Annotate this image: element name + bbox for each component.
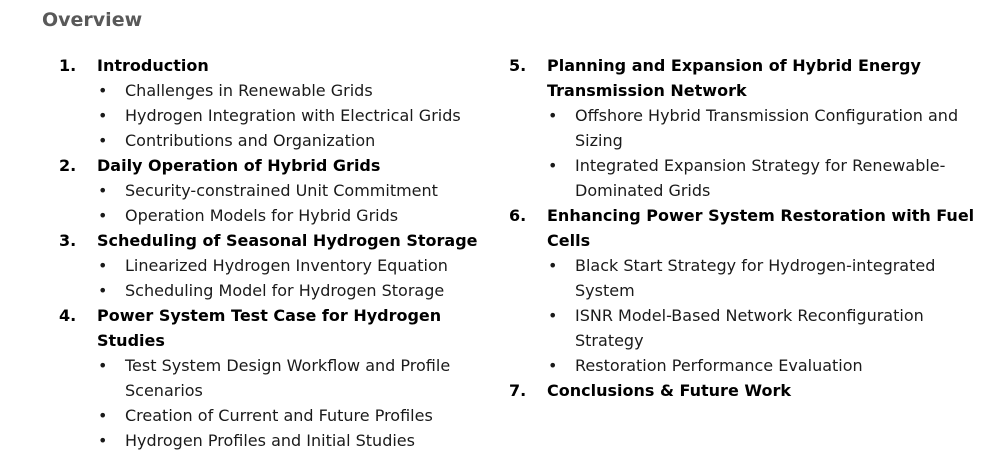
bullet-item: • Operation Models for Hybrid Grids [97, 203, 500, 228]
bullet-text: Offshore Hybrid Transmission Configurati… [575, 106, 959, 150]
bullet-icon: • [98, 131, 108, 150]
bullet-text: Integrated Expansion Strategy for Renewa… [575, 156, 946, 200]
section-planning-expansion: 5. Planning and Expansion of Hybrid Ener… [505, 53, 980, 203]
bullet-item: • Test System Design Workflow and Profile… [97, 353, 500, 403]
bullet-item: • Security-constrained Unit Commitment [97, 178, 500, 203]
section-number: 2. [59, 156, 77, 175]
bullet-item: • Restoration Performance Evaluation [547, 353, 980, 378]
bullet-list: • Offshore Hybrid Transmission Configurat… [547, 103, 980, 203]
bullet-text: Contributions and Organization [125, 131, 376, 150]
bullet-icon: • [98, 106, 108, 125]
bullet-text: Operation Models for Hybrid Grids [125, 206, 399, 225]
section-title: Introduction [97, 56, 209, 75]
bullet-text: Test System Design Workflow and Profile … [125, 356, 451, 400]
section-daily-operation: 2. Daily Operation of Hybrid Grids • Secu… [55, 153, 500, 228]
bullet-item: • Integrated Expansion Strategy for Renew… [547, 153, 980, 203]
bullet-icon: • [548, 356, 558, 375]
bullet-icon: • [98, 81, 108, 100]
bullet-text: Scheduling Model for Hydrogen Storage [125, 281, 445, 300]
bullet-icon: • [98, 256, 108, 275]
bullet-item: • Black Start Strategy for Hydrogen-integ… [547, 253, 980, 303]
bullet-icon: • [548, 156, 558, 175]
section-title: Scheduling of Seasonal Hydrogen Storage [97, 231, 478, 250]
section-number: 4. [59, 306, 77, 325]
bullet-item: • Linearized Hydrogen Inventory Equation [97, 253, 500, 278]
section-title: Power System Test Case for Hydrogen Stud… [97, 306, 442, 350]
bullet-text: Hydrogen Profiles and Initial Studies [125, 431, 415, 450]
bullet-list: • Black Start Strategy for Hydrogen-integ… [547, 253, 980, 378]
bullet-text: Hydrogen Integration with Electrical Gri… [125, 106, 461, 125]
section-conclusions: 7. Conclusions & Future Work [505, 378, 980, 403]
bullet-item: • Creation of Current and Future Profiles [97, 403, 500, 428]
bullet-text: Challenges in Renewable Grids [125, 81, 373, 100]
bullet-text: Linearized Hydrogen Inventory Equation [125, 256, 448, 275]
section-test-case: 4. Power System Test Case for Hydrogen S… [55, 303, 500, 453]
right-column: 5. Planning and Expansion of Hybrid Ener… [505, 53, 980, 403]
section-title: Planning and Expansion of Hybrid Energy … [547, 56, 921, 100]
bullet-icon: • [548, 256, 558, 275]
bullet-text: Restoration Performance Evaluation [575, 356, 863, 375]
bullet-list: • Test System Design Workflow and Profile… [97, 353, 500, 453]
bullet-item: • Challenges in Renewable Grids [97, 78, 500, 103]
bullet-icon: • [98, 431, 108, 450]
section-number: 7. [509, 381, 527, 400]
bullet-item: • Scheduling Model for Hydrogen Storage [97, 278, 500, 303]
slide: Overview 1. Introduction • Challenges in … [42, 9, 980, 450]
bullet-text: Black Start Strategy for Hydrogen-integr… [575, 256, 936, 300]
bullet-list: • Security-constrained Unit Commitment • O… [97, 178, 500, 228]
bullet-icon: • [548, 306, 558, 325]
bullet-text: Creation of Current and Future Profiles [125, 406, 433, 425]
bullet-item: • Offshore Hybrid Transmission Configurat… [547, 103, 980, 153]
bullet-item: • Hydrogen Profiles and Initial Studies [97, 428, 500, 453]
bullet-icon: • [98, 181, 108, 200]
bullet-item: • Contributions and Organization [97, 128, 500, 153]
section-number: 6. [509, 206, 527, 225]
section-seasonal-storage: 3. Scheduling of Seasonal Hydrogen Stora… [55, 228, 500, 303]
bullet-item: • Hydrogen Integration with Electrical Gr… [97, 103, 500, 128]
bullet-item: • ISNR Model-Based Network Reconfiguratio… [547, 303, 980, 353]
bullet-icon: • [548, 106, 558, 125]
page-title: Overview [42, 9, 143, 31]
section-number: 3. [59, 231, 77, 250]
bullet-text: Security-constrained Unit Commitment [125, 181, 438, 200]
section-title: Enhancing Power System Restoration with … [547, 206, 975, 250]
section-introduction: 1. Introduction • Challenges in Renewable… [55, 53, 500, 153]
bullet-icon: • [98, 281, 108, 300]
section-title: Daily Operation of Hybrid Grids [97, 156, 381, 175]
left-column: 1. Introduction • Challenges in Renewable… [55, 53, 500, 453]
section-number: 1. [59, 56, 77, 75]
bullet-icon: • [98, 206, 108, 225]
bullet-icon: • [98, 356, 108, 375]
section-title: Conclusions & Future Work [547, 381, 791, 400]
bullet-icon: • [98, 406, 108, 425]
bullet-list: • Challenges in Renewable Grids • Hydrogen… [97, 78, 500, 153]
section-number: 5. [509, 56, 527, 75]
section-restoration: 6. Enhancing Power System Restoration wi… [505, 203, 980, 378]
bullet-text: ISNR Model-Based Network Reconfiguration… [575, 306, 924, 350]
bullet-list: • Linearized Hydrogen Inventory Equation … [97, 253, 500, 303]
